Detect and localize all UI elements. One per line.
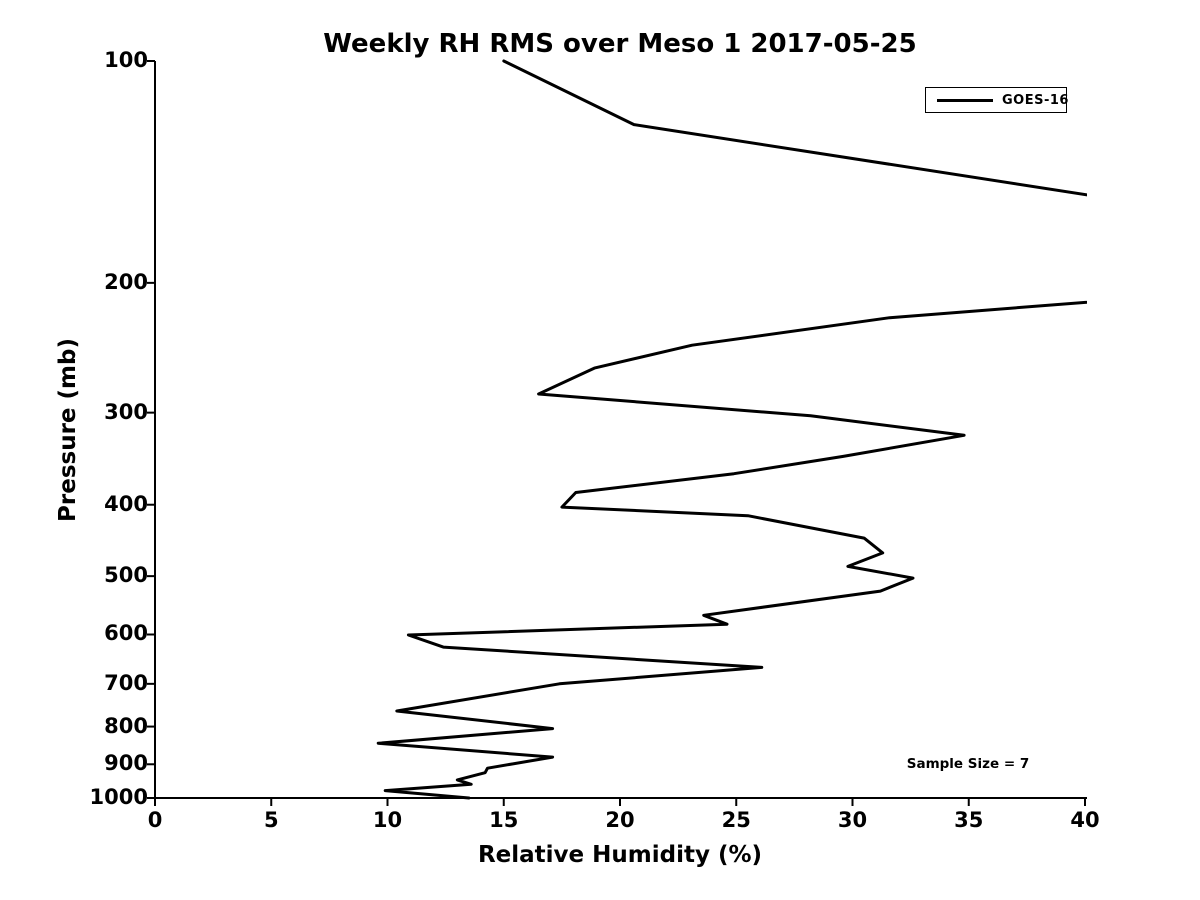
y-tick-label: 400 (104, 491, 148, 516)
x-tick-label: 25 (721, 808, 751, 832)
y-tick-label: 500 (104, 563, 148, 588)
y-tick-label: 900 (104, 751, 148, 776)
y-tick-label: 800 (104, 713, 148, 738)
x-tick-label: 35 (954, 808, 984, 832)
x-tick-label: 0 (147, 808, 163, 832)
y-tick-label: 1000 (89, 785, 148, 809)
y-tick-label: 200 (104, 269, 148, 294)
x-tick-label: 10 (372, 808, 403, 832)
sample-size-annotation: Sample Size = 7 (906, 756, 1030, 772)
y-tick-label: 600 (104, 621, 148, 646)
y-tick-label: 100 (104, 48, 148, 72)
legend-label: GOES-16 (1002, 92, 1069, 108)
x-tick-label: 30 (837, 808, 868, 832)
x-axis-label: Relative Humidity (%) (477, 842, 763, 868)
x-tick-label: 20 (605, 808, 635, 832)
x-tick-label: 5 (263, 808, 279, 832)
legend: GOES-16 (925, 87, 1069, 113)
legend-line-sample-icon (937, 98, 993, 102)
y-tick-label: 300 (104, 399, 148, 424)
x-tick-label: 15 (489, 808, 519, 832)
goes16-line (376, 59, 1087, 800)
x-tick-label: 40 (1070, 808, 1100, 832)
chart-title: Weekly RH RMS over Meso 1 2017-05-25 (323, 29, 917, 59)
y-tick-label: 700 (104, 670, 148, 695)
